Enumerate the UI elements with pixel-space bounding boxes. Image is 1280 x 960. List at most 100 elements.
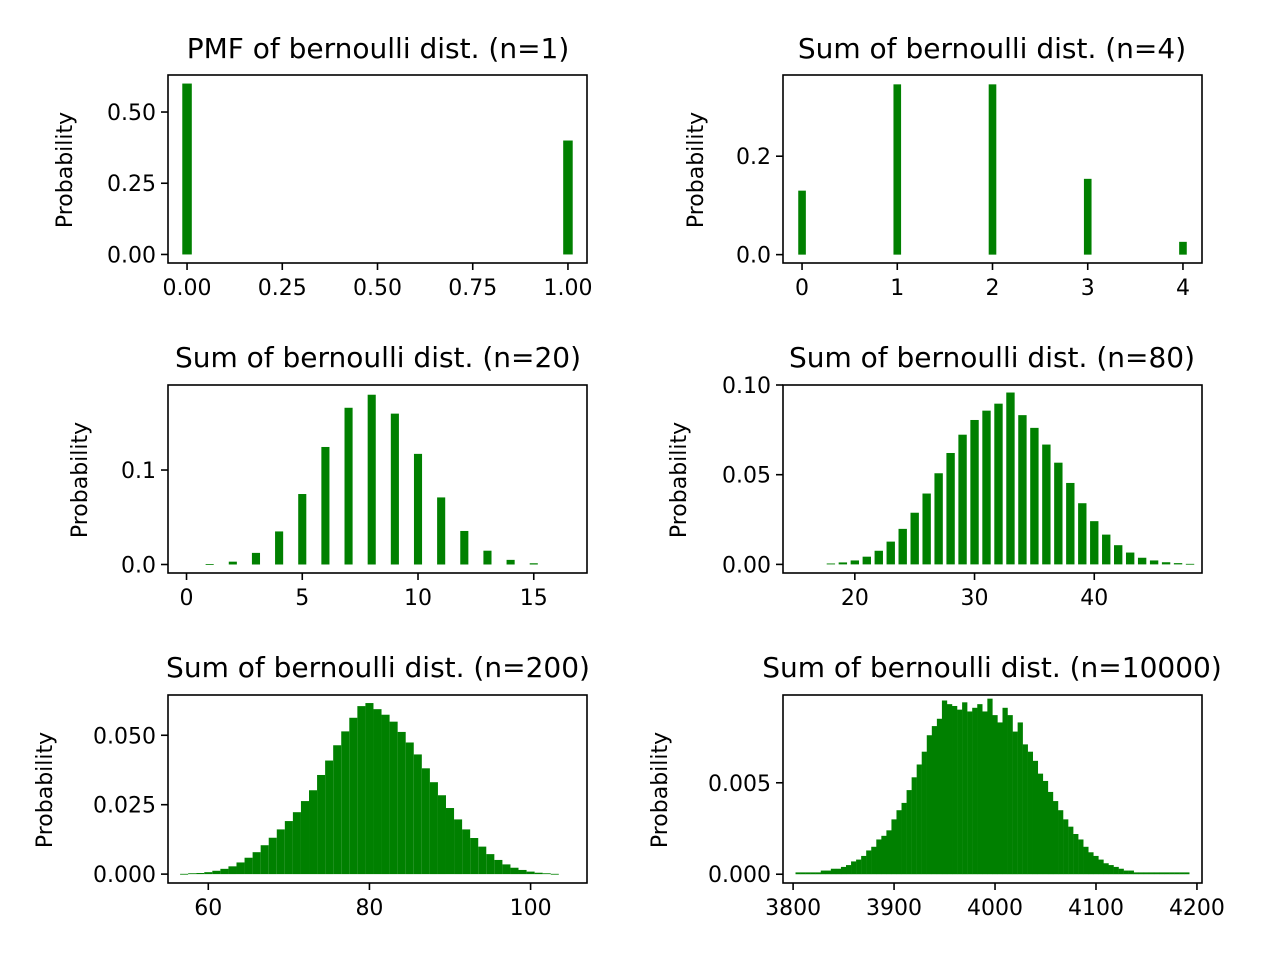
bar <box>952 705 958 875</box>
x-tick-label: 1 <box>890 276 904 301</box>
x-tick-label: 0 <box>180 586 194 611</box>
x-tick-label: 4100 <box>1068 896 1124 921</box>
bar <box>188 873 197 875</box>
bar <box>881 835 887 875</box>
bar <box>994 403 1003 565</box>
bar <box>862 556 871 565</box>
bar <box>931 726 938 875</box>
bar <box>982 410 991 565</box>
y-tick-label: 0.50 <box>107 101 156 126</box>
bar <box>349 717 358 875</box>
bar <box>526 871 535 875</box>
bar <box>1128 870 1134 875</box>
x-tick-label: 4000 <box>967 896 1023 921</box>
bar <box>926 735 933 875</box>
bar <box>840 866 847 875</box>
bar <box>1017 722 1023 875</box>
x-tick-label: 0 <box>795 276 809 301</box>
bar <box>1006 392 1015 565</box>
y-axis-label: Probability <box>53 112 78 228</box>
bar <box>977 704 983 875</box>
bar <box>805 872 811 875</box>
bar <box>958 434 967 565</box>
bar <box>906 790 912 875</box>
bar <box>988 84 997 255</box>
bar <box>236 862 245 875</box>
bar <box>1102 534 1111 565</box>
y-tick-label: 0.0 <box>121 553 156 578</box>
bar <box>486 854 495 875</box>
y-axis-label: Probability <box>684 112 709 228</box>
x-tick-label: 0.75 <box>448 276 497 301</box>
bar <box>835 868 842 875</box>
bar <box>1054 462 1063 565</box>
x-tick-label: 2 <box>986 276 1000 301</box>
bar <box>1032 760 1039 875</box>
subplot-n10000: Sum of bernoulli dist. (n=10000) Probabi… <box>648 651 1225 921</box>
bar <box>333 745 342 875</box>
bar <box>946 452 955 565</box>
subplot-title: PMF of bernoulli dist. (n=1) <box>187 32 570 65</box>
subplot-n4: Sum of bernoulli dist. (n=4) Probability… <box>684 32 1203 301</box>
bar <box>205 564 214 565</box>
bar <box>212 870 221 875</box>
bar <box>502 864 511 875</box>
y-tick-label: 0.000 <box>708 863 771 888</box>
bar <box>1002 707 1008 875</box>
bar <box>1037 773 1044 875</box>
bar <box>510 867 519 875</box>
bar <box>886 830 892 875</box>
bar <box>957 709 963 875</box>
bar <box>268 837 277 875</box>
bar <box>182 83 192 255</box>
bar <box>341 731 350 875</box>
bar <box>1113 866 1119 875</box>
bar <box>1022 744 1028 875</box>
bar <box>1052 801 1059 875</box>
y-axis-label: Probability <box>667 422 692 538</box>
bar <box>1164 872 1170 875</box>
bar <box>421 768 430 875</box>
y-tick-label: 0.05 <box>722 464 771 489</box>
bar <box>180 873 189 875</box>
x-tick-label: 15 <box>520 586 548 611</box>
y-tick-label: 0.2 <box>736 145 771 170</box>
subplot-title: Sum of bernoulli dist. (n=10000) <box>762 651 1222 684</box>
bar <box>911 777 917 875</box>
x-tick-label: 5 <box>295 586 309 611</box>
bar <box>276 829 285 875</box>
plot-area: 0 1 2 3 4 0.0 0.2 <box>736 74 1203 301</box>
bar <box>820 870 827 875</box>
bar <box>1185 563 1195 565</box>
bar <box>321 446 330 565</box>
bar <box>1118 868 1124 875</box>
bar <box>462 829 471 875</box>
bar <box>429 782 438 875</box>
x-tick-label: 40 <box>1080 586 1108 611</box>
subplot-n20: Sum of bernoulli dist. (n=20) Probabilit… <box>68 341 588 611</box>
bar <box>1083 178 1092 255</box>
bar <box>1042 780 1049 875</box>
plot-area: 60 80 100 0.000 0.025 0.050 <box>93 694 588 921</box>
y-tick-label: 0.0 <box>736 244 771 269</box>
bar <box>470 838 479 875</box>
bar <box>413 754 422 875</box>
bar <box>1068 826 1074 875</box>
bar <box>997 722 1003 875</box>
bar <box>454 819 463 875</box>
bar <box>300 801 310 875</box>
y-axis-label: Probability <box>648 732 673 848</box>
bar <box>251 552 261 565</box>
bar <box>309 790 318 875</box>
bar <box>1027 751 1033 875</box>
bar <box>891 819 897 875</box>
bar <box>921 751 927 875</box>
subplot-n1: PMF of bernoulli dist. (n=1) Probability… <box>53 32 592 301</box>
x-tick-label: 20 <box>841 586 869 611</box>
bar <box>1114 545 1123 565</box>
bar <box>962 702 968 875</box>
bar <box>1158 872 1165 875</box>
bar <box>220 868 229 875</box>
axes-frame <box>782 694 1203 884</box>
